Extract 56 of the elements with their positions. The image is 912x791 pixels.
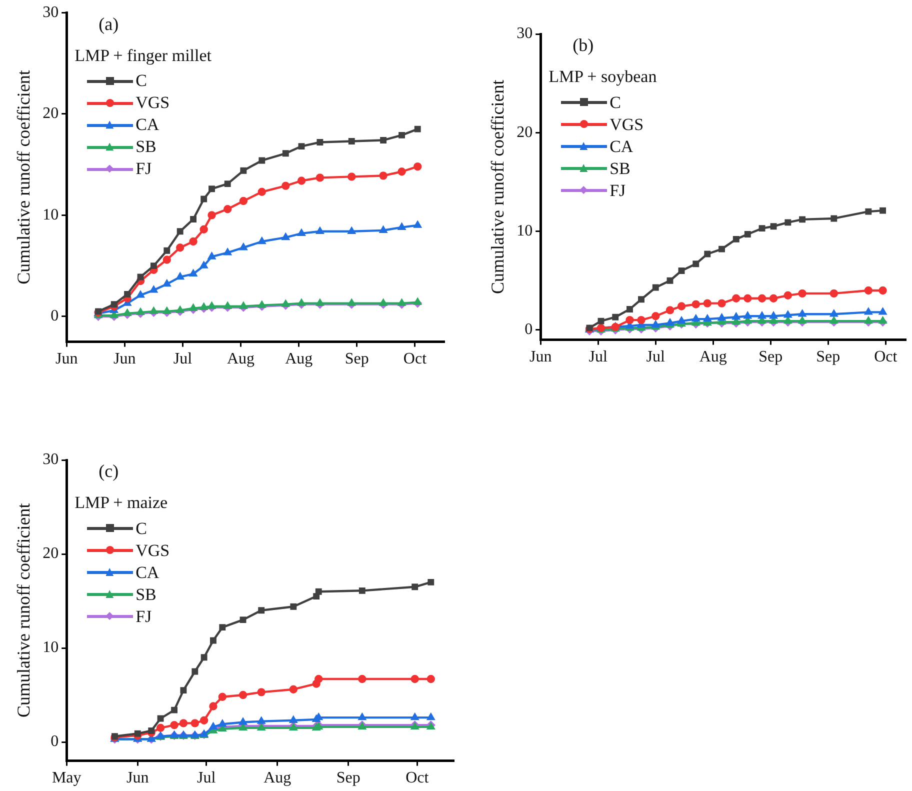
legend-label: CA	[610, 136, 634, 156]
y-tick-label: 30	[42, 451, 59, 468]
x-tick-label: Jun	[529, 348, 552, 366]
chart-title: (b)	[572, 35, 595, 55]
x-tick-label: Sep	[758, 348, 783, 366]
y-tick-label: 10	[516, 222, 533, 240]
x-tick-label: Oct	[406, 770, 430, 787]
x-tick-label: Sep	[816, 348, 840, 366]
chart-title: (c)	[98, 461, 120, 481]
legend-label: FJ	[610, 180, 626, 200]
y-tick-label: 10	[42, 639, 59, 656]
x-tick-label: Oct	[874, 348, 898, 366]
legend-label: VGS	[136, 540, 170, 560]
x-tick-label: Oct	[403, 350, 428, 368]
y-tick-label: 20	[42, 545, 59, 562]
y-tick-label: 30	[516, 25, 533, 42]
x-tick-label: Aug	[699, 348, 727, 366]
legend-label: C	[136, 518, 147, 538]
legend-title: LMP + finger millet	[74, 46, 212, 65]
y-tick-label: 20	[42, 105, 59, 122]
y-axis-title: Cumulative runoff coefficient	[488, 80, 508, 294]
y-axis-title: Cumulative runoff coefficient	[14, 70, 34, 284]
x-tick-label: Sep	[344, 350, 369, 368]
legend-label: SB	[136, 137, 156, 156]
y-tick-label: 20	[516, 124, 533, 141]
legend-label: C	[610, 92, 621, 112]
x-tick-label: Jul	[197, 770, 216, 787]
y-tick-label: 30	[42, 4, 59, 21]
x-tick-label: Jun	[126, 770, 149, 787]
y-tick-label: 10	[42, 206, 59, 224]
legend-label: VGS	[610, 114, 644, 134]
x-tick-label: Aug	[264, 770, 292, 787]
legend-label: CA	[136, 562, 160, 582]
x-tick-label: Sep	[336, 770, 360, 787]
legend-label: SB	[610, 158, 630, 178]
legend-title: LMP + soybean	[548, 67, 657, 86]
y-tick-label: 0	[524, 321, 533, 338]
x-tick-label: Jun	[55, 350, 78, 368]
legend-label: CA	[136, 115, 160, 134]
legend-label: SB	[136, 584, 156, 604]
x-tick-label: Jul	[173, 350, 193, 368]
x-tick-label: Jul	[646, 348, 666, 366]
legend-label: FJ	[136, 606, 152, 626]
legend-label: C	[136, 71, 147, 90]
legend-label: FJ	[136, 159, 152, 178]
legend-label: VGS	[136, 93, 170, 112]
x-tick-label: Jun	[114, 350, 136, 368]
y-tick-label: 0	[50, 308, 59, 325]
x-tick-label: Aug	[285, 350, 313, 368]
x-tick-label: May	[52, 770, 82, 787]
x-tick-label: Jul	[588, 348, 608, 366]
legend-title: LMP + maize	[74, 493, 169, 512]
y-tick-label: 0	[50, 733, 59, 750]
y-axis-title: Cumulative runoff coefficient	[14, 503, 34, 718]
chart-title: (a)	[98, 14, 120, 34]
x-tick-label: Aug	[227, 350, 255, 368]
